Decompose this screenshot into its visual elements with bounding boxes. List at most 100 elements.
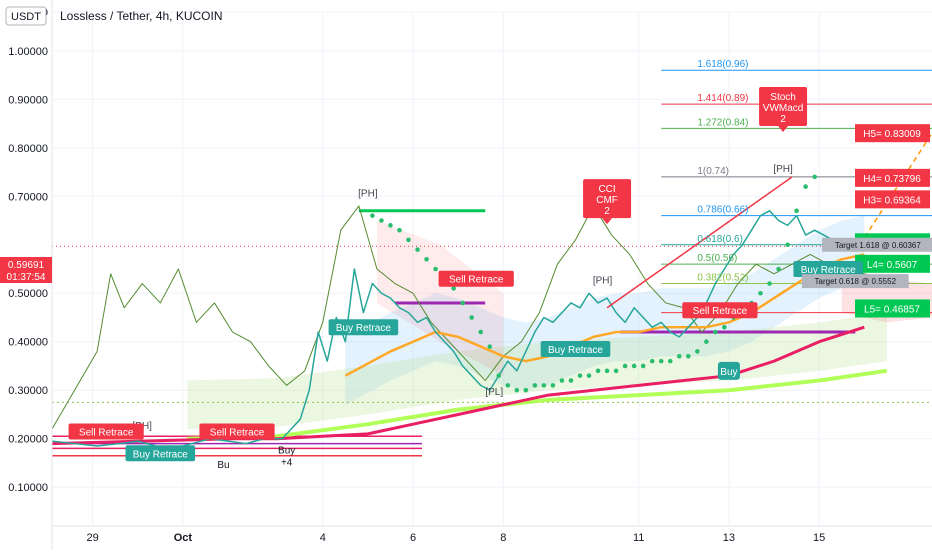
signal-label: Buy Retrace <box>801 265 856 276</box>
psar-dot <box>713 329 718 335</box>
psar-dot <box>622 363 628 369</box>
psar-dot <box>604 368 610 374</box>
y-tick-label: 0.90000 <box>8 94 48 106</box>
signal-label: Buy Retrace <box>133 449 188 460</box>
psar-dot <box>577 373 583 378</box>
fib-swing-line <box>606 176 793 309</box>
small-label: +4 <box>281 457 293 468</box>
indicator-tag[interactable] <box>759 86 808 126</box>
fib-label: 0.5(0.56) <box>697 253 737 264</box>
signal-box[interactable] <box>682 302 758 319</box>
indicator-tag-text: CMF <box>596 195 618 206</box>
pivot-label: H5= 0.83009 <box>863 129 921 140</box>
fast-ema-line <box>344 253 865 377</box>
upper-band-shade <box>345 215 865 405</box>
psar-dot <box>586 373 592 378</box>
psar-dot <box>767 281 772 286</box>
x-tick-label: 29 <box>86 532 98 544</box>
psar-dot <box>370 213 375 218</box>
signal-label: Sell Retrace <box>693 306 748 317</box>
psar-dot <box>460 300 465 306</box>
psar-dot <box>451 286 456 291</box>
currency-badge[interactable] <box>5 6 47 26</box>
psar-dot <box>785 242 790 248</box>
fib-label: 0.618(0.6) <box>697 234 743 245</box>
pivot-annotation: [PH] <box>773 164 793 175</box>
signal-box[interactable] <box>793 261 864 277</box>
pivot-label: H4= 0.73796 <box>863 174 921 185</box>
indicator-tag-text: 2 <box>780 114 786 125</box>
psar-dot <box>640 363 646 369</box>
ichimoku-cloud <box>187 215 932 430</box>
psar-dot <box>550 383 556 388</box>
indicator-tag-text: Stoch <box>770 92 796 103</box>
x-tick-label: 13 <box>723 532 735 544</box>
psar-dot <box>523 387 529 393</box>
psar-dot <box>388 223 393 228</box>
psar-dot <box>415 247 420 252</box>
header: USDT Lossless / Tether, 4h, KUCOIN <box>5 6 223 26</box>
chart-title: Lossless / Tether, 4h, KUCOIN <box>60 9 223 23</box>
buy-marker-box[interactable] <box>717 361 740 380</box>
long-moving-average <box>187 368 888 441</box>
psar-dot <box>649 358 655 364</box>
signal-box[interactable] <box>199 423 275 440</box>
signal-label: Sell Retrace <box>210 427 265 438</box>
x-tick-label: Oct <box>174 532 193 544</box>
psar-dot <box>812 174 817 180</box>
pivot-label: L5= 0.46857 <box>864 304 920 315</box>
psar-dot <box>433 266 438 272</box>
x-tick-label: 11 <box>633 532 644 544</box>
signal-box[interactable] <box>438 270 514 287</box>
psar-dot <box>469 315 474 320</box>
currency-badge-text: USDT <box>11 11 41 23</box>
indicator-tag[interactable] <box>583 179 632 219</box>
psar-dot <box>794 208 799 214</box>
signal-box[interactable] <box>68 423 144 440</box>
psar-dot <box>406 237 411 243</box>
fib-label: 1.414(0.89) <box>697 93 748 104</box>
psar-dot <box>568 378 574 383</box>
signal-box[interactable] <box>540 341 611 358</box>
target-label: Target 0.618 @ 0.5552 <box>815 277 897 286</box>
indicator-tag-pointer <box>602 218 613 225</box>
psar-dot <box>704 339 709 345</box>
current-price-background <box>0 257 52 283</box>
price-line <box>51 210 861 450</box>
signal-label: Buy Retrace <box>336 323 391 334</box>
pivot-label-box <box>855 190 930 209</box>
psar-dot <box>613 368 619 374</box>
green-cloud-shade <box>187 312 887 430</box>
pivot-label-box <box>855 299 930 318</box>
psar-dot <box>514 387 520 393</box>
small-label: Bu <box>217 460 229 471</box>
psar-dot <box>595 368 601 374</box>
y-tick-label: 0.50000 <box>8 288 48 300</box>
y-tick-label: 0.10000 <box>8 482 48 494</box>
psar-dot <box>505 383 511 388</box>
current-price: 0.59691 <box>8 260 45 271</box>
x-tick-label: 4 <box>320 532 326 544</box>
psar-dot <box>676 353 682 359</box>
psar-dot <box>686 353 691 359</box>
psar-dot <box>532 383 538 388</box>
psar-dot <box>397 227 402 233</box>
signal-box[interactable] <box>328 319 399 336</box>
oscillator-line <box>51 205 910 430</box>
x-axis: 29 Oct 4 6 8 11 13 15 <box>52 525 932 544</box>
psar-dot <box>424 257 429 262</box>
pivot-annotation: [PH] <box>593 276 613 287</box>
target-box[interactable] <box>822 237 932 252</box>
fib-label: 1.272(0.84) <box>697 117 748 128</box>
indicator-tag-text: 2 <box>604 206 610 217</box>
pivot-label: L4= 0.5607 <box>867 260 918 271</box>
small-label: Buy <box>278 445 295 456</box>
fib-label: 1.618(0.96) <box>697 59 748 70</box>
bar-countdown: 01:37:54 <box>7 272 46 283</box>
x-tick-label: 6 <box>410 532 416 544</box>
target-box[interactable] <box>801 274 909 289</box>
signal-box[interactable] <box>125 445 196 462</box>
